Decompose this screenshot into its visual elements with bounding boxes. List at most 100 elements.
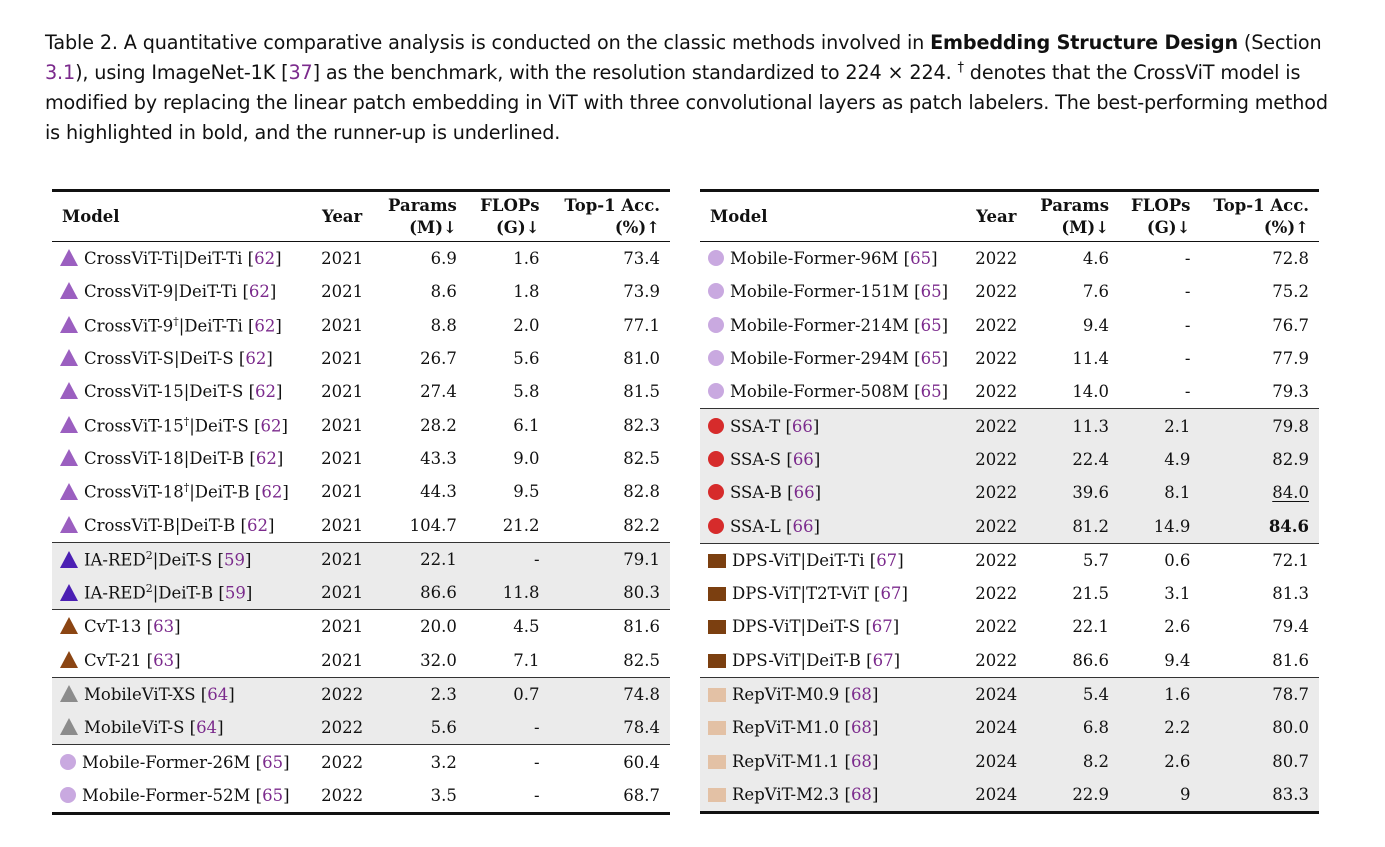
model-cell: CrossViT-18|DeiT-B [62] [52,442,310,475]
accuracy-cell: 79.8 [1200,408,1319,443]
flops-cell: 2.2 [1119,711,1201,745]
citation-link[interactable]: 65 [910,249,932,269]
params-cell-value: 27.4 [420,382,457,402]
year-cell: 2024 [964,744,1029,778]
flops-cell-value: - [1184,349,1191,369]
accuracy-cell-value: 82.2 [623,515,660,535]
accuracy-cell-value: 80.0 [1272,718,1309,738]
model-cell: MobileViT-XS [64] [52,676,310,712]
citation-link[interactable]: 64 [196,718,218,738]
citation-link[interactable]: 62 [246,515,268,535]
accuracy-cell: 80.7 [1200,744,1319,778]
citation-link[interactable]: 66 [792,516,814,536]
citation-link[interactable]: 67 [876,550,898,570]
year-cell-value: 2024 [975,784,1018,804]
params-cell: 22.1 [1028,610,1119,643]
triangle-marker-icon [60,349,78,367]
params-cell: 21.5 [1028,577,1119,610]
params-cell-value: 7.6 [1082,282,1110,302]
citation-link[interactable]: 66 [793,483,815,503]
model-name: CrossViT-Ti|DeiT-Ti [84,249,243,269]
params-cell-value: 11.4 [1072,349,1110,369]
accuracy-cell: 79.4 [1200,610,1319,643]
params-cell-value: 22.9 [1072,784,1110,804]
params-cell-value: 11.3 [1072,416,1110,436]
citation-link[interactable]: 64 [207,685,229,704]
citation-link[interactable]: 68 [850,718,872,738]
citation-link[interactable]: 65 [262,752,284,772]
accuracy-cell: 82.9 [1200,442,1319,477]
flops-cell: 4.5 [466,609,550,644]
citation-link[interactable]: 62 [260,416,282,436]
header-row: Model Year Params (M)↓ FLOPs (G)↓ Top-1 Ac… [700,190,1319,242]
citation-link[interactable]: 62 [261,482,283,502]
table-row: RepViT-M2.3 [68] 2024 22.9 9 83.3 [700,777,1319,813]
citation-link[interactable]: 67 [872,650,894,670]
citation-link[interactable]: 68 [850,784,872,804]
model-name: IA-RED [84,583,146,603]
flops-cell: 2.6 [1119,610,1200,643]
model-cell: RepViT-M2.3 [68] [700,777,965,813]
flops-cell: 1.6 [467,242,550,276]
model-name: IA-RED [84,550,146,570]
circle-marker-icon [708,450,724,467]
citation-link[interactable]: 67 [880,584,902,604]
flops-cell-value: 0.6 [1164,550,1191,570]
citation-link[interactable]: 65 [262,785,284,805]
citation-link[interactable]: 62 [254,249,276,269]
citation-link[interactable]: 63 [153,650,175,670]
citation-link[interactable]: 68 [850,751,872,771]
accuracy-cell: 78.4 [549,711,670,745]
params-cell: 32.0 [374,644,466,678]
citation-link[interactable]: 62 [254,316,276,336]
year-cell-value: 2022 [321,785,364,805]
section-link[interactable]: 3.1 [45,61,76,84]
citation-link[interactable]: 66 [792,449,814,469]
triangle-marker-icon [60,416,78,434]
model-name: CrossViT-18|DeiT-B [84,448,245,468]
citation-link[interactable]: 62 [255,448,277,468]
accuracy-cell-value: 68.7 [623,785,660,805]
header-params: Params (M)↓ [374,190,467,242]
citation-link[interactable]: 62 [245,349,267,369]
citation-link[interactable]: 59 [224,550,245,570]
table-row: CrossViT-9†|DeiT-Ti [62] 2021 8.8 2.0 77.1 [52,309,670,342]
accuracy-cell-value: 84.0 [1272,483,1309,503]
model-name-suffix: |DeiT-B [152,583,214,603]
square-marker-icon [708,721,726,736]
citation-link[interactable]: 65 [920,315,942,335]
header-row: Model Year Params (M)↓ FLOPs (G)↓ Top-1 Ac… [52,190,670,242]
accuracy-cell-value: 80.7 [1272,751,1309,771]
year-cell: 2022 [964,408,1029,443]
flops-cell: 11.8 [466,575,550,610]
flops-cell: - [466,541,550,576]
citation-link[interactable]: 65 [920,382,942,402]
citation-link[interactable]: 63 [153,617,175,637]
accuracy-cell: 81.6 [1200,644,1319,678]
table-row: CrossViT-18†|DeiT-B [62] 2021 44.3 9.5 82.8 [52,475,670,508]
citation-link[interactable]: 37 [288,61,313,84]
flops-cell: - [1119,342,1200,375]
citation-link[interactable]: 67 [871,617,893,637]
model-name: CvT-21 [84,650,142,670]
citation-link[interactable]: 62 [248,282,270,302]
citation-link[interactable]: 65 [920,349,942,369]
year-cell: 2022 [965,309,1029,342]
params-cell-value: 5.6 [430,718,457,738]
params-cell: 22.9 [1028,777,1120,813]
accuracy-cell: 73.9 [550,275,670,308]
accuracy-cell-value: 84.6 [1268,516,1309,536]
year-cell-value: 2022 [975,550,1018,570]
model-cell: IA-RED2|DeiT-S [59] [52,541,310,576]
citation-link[interactable]: 59 [224,583,246,603]
citation-link[interactable]: 66 [791,416,813,436]
accuracy-cell-value: 79.8 [1272,416,1309,436]
citation-link[interactable]: 65 [920,282,942,302]
model-cell: CvT-13 [63] [52,609,310,644]
accuracy-cell: 82.2 [550,508,670,542]
citation-link[interactable]: 68 [850,685,872,704]
citation-link[interactable]: 62 [255,382,277,402]
params-cell-value: 22.1 [1072,617,1110,637]
year-cell-value: 2021 [321,282,364,302]
params-cell: 86.6 [1028,644,1119,678]
